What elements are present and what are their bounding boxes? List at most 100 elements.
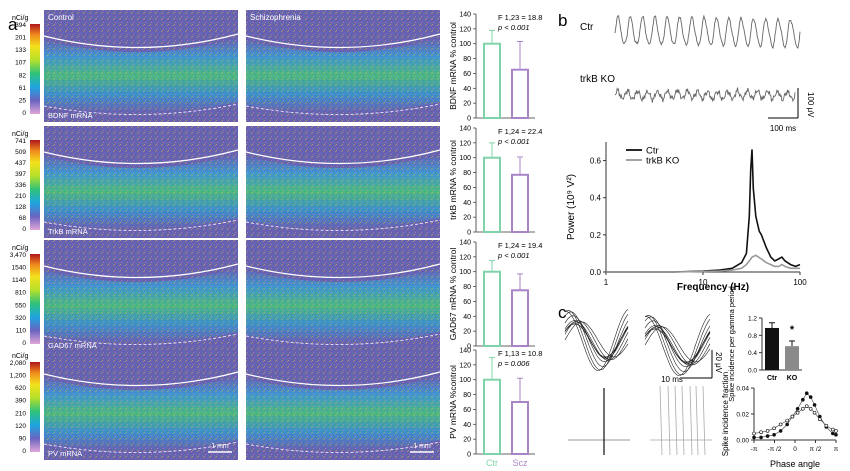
- series-line: [754, 392, 837, 438]
- ctr-spike-overlay: [564, 315, 629, 362]
- y-tick-label: 140: [459, 126, 471, 133]
- mrna-label: BDNF mRNA: [48, 111, 93, 120]
- trace-label-ko: trkB KO: [580, 74, 615, 85]
- data-point-ctr: [778, 429, 783, 433]
- y-tick-label: 20: [463, 329, 471, 336]
- y-tick-label: 120: [459, 140, 471, 147]
- data-point-ko: [795, 410, 800, 415]
- x-tick-label: 100: [793, 278, 807, 287]
- texture-overlay: [246, 126, 440, 238]
- color-scale-tick: 201: [15, 35, 26, 42]
- y-tick-label: 100: [459, 377, 471, 384]
- ctr-spike-overlay: [564, 320, 629, 361]
- color-scale-tick: 210: [15, 193, 26, 200]
- ko-spike-overlay: [644, 315, 711, 376]
- ko-spike: [689, 385, 693, 456]
- texture-overlay: [44, 10, 238, 122]
- ctr-spike-overlay: [564, 310, 629, 371]
- white-matter-boundary-line: [245, 219, 441, 231]
- color-scale-tick: 320: [15, 315, 26, 322]
- x-tick-label-scz: Scz: [512, 458, 528, 468]
- y-tick-label: 140: [459, 12, 471, 19]
- data-point-ctr: [785, 422, 789, 427]
- x-tick-label: 0: [793, 446, 797, 453]
- panel-label-b: b: [558, 11, 567, 30]
- texture-overlay: [246, 348, 440, 460]
- ko-spike: [659, 385, 663, 456]
- color-scale-tick: 810: [15, 290, 26, 297]
- ctr-lfp-trace: [614, 14, 801, 50]
- y-tick-label: 20: [463, 215, 471, 222]
- color-scale-tick: 133: [15, 47, 26, 54]
- ko-spike: [695, 385, 699, 456]
- x-tick-label: Ctr: [767, 375, 777, 382]
- y-tick-label: 0: [467, 452, 471, 459]
- y-tick-label: 40: [463, 200, 471, 207]
- x-tick-label: π /2: [810, 446, 822, 453]
- y-tick-label: 0: [467, 344, 471, 351]
- stat-p-value: p = 0.006: [497, 359, 530, 368]
- y-tick-label: 80: [463, 392, 471, 399]
- pial-boundary-line: [245, 371, 441, 387]
- y-tick-label: 40: [463, 422, 471, 429]
- ctr-spike-overlay: [564, 320, 629, 359]
- color-scale-tick: 0: [22, 340, 26, 347]
- pial-boundary-line: [43, 371, 239, 387]
- x-tick-label: 1: [604, 278, 609, 287]
- stat-p-value: p < 0.001: [497, 23, 530, 32]
- data-point-ko: [772, 426, 776, 431]
- data-point-ctr: [834, 432, 838, 437]
- color-scale-tick: 509: [15, 149, 26, 156]
- data-point-ctr: [765, 434, 770, 438]
- color-scale-bar: [30, 362, 40, 452]
- ko-spike-overlay: [644, 320, 711, 367]
- color-scale-bar: [30, 140, 40, 230]
- color-scale-unit: nCi/g: [12, 353, 28, 360]
- data-point-ko: [808, 406, 813, 411]
- ko-spike: [681, 385, 685, 456]
- series-line-ctr: [606, 149, 801, 273]
- texture-overlay: [44, 126, 238, 238]
- ko-lfp-trace: [614, 87, 796, 103]
- legend-entry: trkB KO: [646, 156, 679, 167]
- y-tick-label: 0.00: [736, 438, 749, 445]
- data-point-ko: [812, 410, 817, 415]
- scale-bar-label: 1 mm: [413, 443, 431, 450]
- color-scale-tick: 1540: [12, 265, 27, 272]
- legend-entry: Ctr: [646, 146, 659, 157]
- color-scale-tick: 336: [15, 182, 26, 189]
- white-matter-boundary-line: [245, 333, 441, 345]
- color-scale-tick: 620: [15, 385, 26, 392]
- significance-marker: *: [790, 324, 795, 336]
- color-scale-tick: 128: [15, 204, 26, 211]
- y-tick-label: 80: [463, 56, 471, 63]
- color-scale-tick: 3,470: [10, 252, 27, 259]
- scale-bar-label: 1 mm: [211, 443, 229, 450]
- y-axis-label: BDNF mRNA % control: [448, 22, 458, 110]
- data-point-ko: [817, 417, 822, 422]
- y-tick-label: 20: [463, 437, 471, 444]
- white-matter-boundary-line: [245, 441, 441, 453]
- voltage-scale-label: 100 μV: [806, 92, 815, 118]
- bar-scz: [511, 289, 529, 347]
- bar-ctr: [483, 378, 501, 456]
- stat-f-value: F 1,13 = 10.8: [498, 349, 542, 358]
- y-tick-label: 0.2: [590, 231, 602, 240]
- y-tick-label: 0.8: [748, 333, 757, 340]
- data-point-ctr: [831, 431, 835, 436]
- x-tick-label-ctr: Ctr: [486, 458, 498, 468]
- color-scale-bar: [30, 254, 40, 344]
- color-scale-tick: 210: [15, 410, 26, 417]
- series-line-trkb-ko: [606, 254, 800, 273]
- y-tick-label: 100: [459, 269, 471, 276]
- y-tick-label: 40: [463, 86, 471, 93]
- ctr-spike-overlay: [564, 321, 629, 361]
- data-point-ctr: [808, 395, 813, 399]
- white-matter-boundary-line: [43, 333, 239, 345]
- bar-ctr: [765, 327, 779, 370]
- y-tick-label: 0.4: [590, 194, 602, 203]
- y-axis-label: Power (10⁹ V²): [566, 174, 577, 240]
- color-scale-tick: 68: [19, 215, 27, 222]
